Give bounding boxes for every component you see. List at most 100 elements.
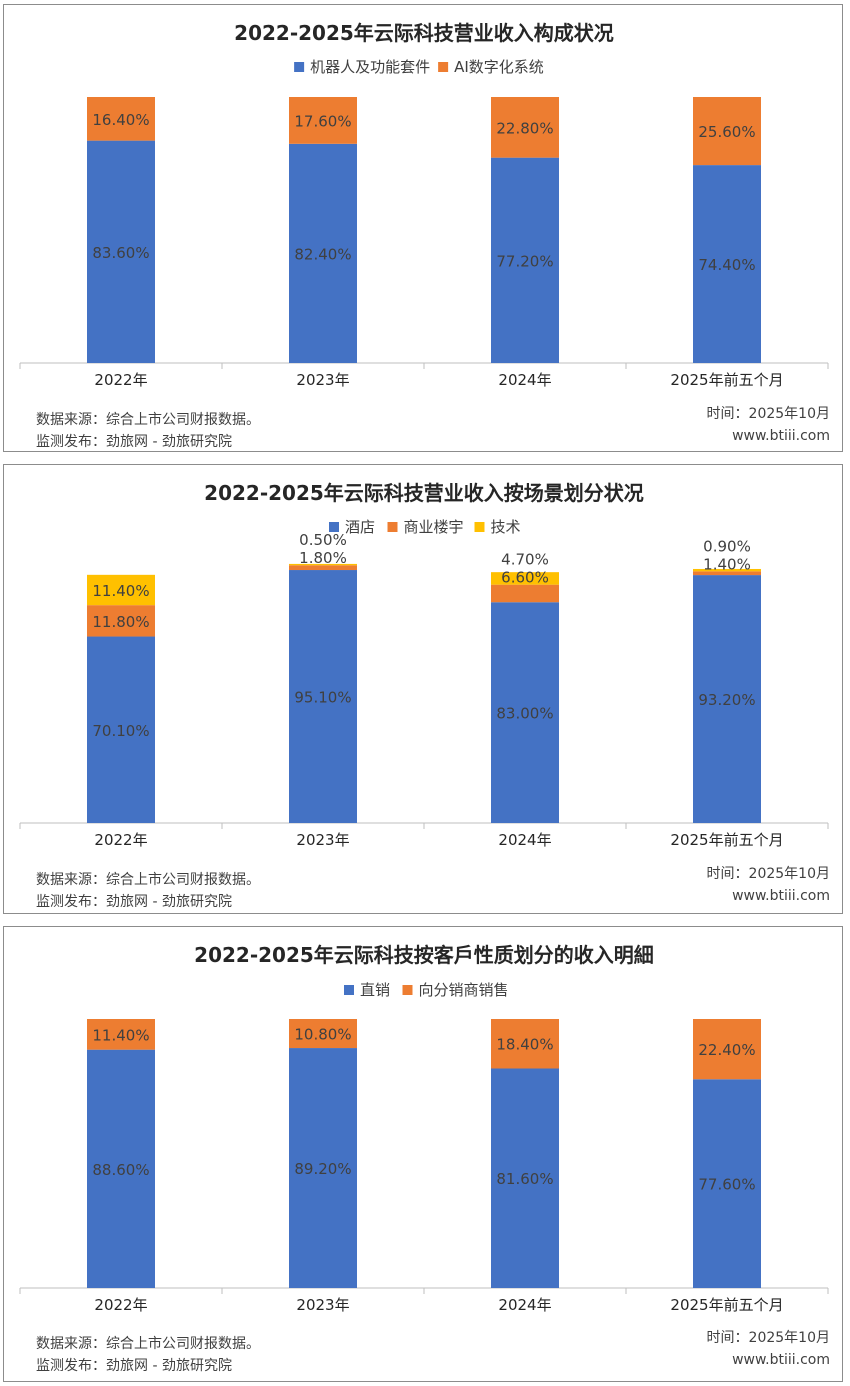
bar-segment-AI数字化系统	[289, 97, 357, 144]
legend-swatch-2	[387, 522, 398, 532]
bar-segment-直销	[491, 1068, 559, 1288]
legend-label-2: 向分销商销售	[419, 981, 509, 999]
legend-label-2: AI数字化系统	[454, 58, 544, 76]
chart-footer-right: 时间：2025年10月 www.btiii.com	[707, 403, 830, 447]
legend-swatch-3	[474, 522, 485, 532]
data-label: 83.00%	[496, 705, 553, 723]
data-label: 0.90%	[703, 537, 751, 555]
site-link[interactable]: www.btiii.com	[732, 888, 830, 904]
legend-swatch-2	[402, 985, 413, 995]
x-tick-label: 2024年	[498, 831, 551, 849]
bar-segment-商业楼宇	[289, 565, 357, 571]
data-label: 4.70%	[501, 551, 549, 569]
legend-label-2: 商业楼宇	[404, 518, 464, 536]
data-label: 17.60%	[294, 112, 351, 130]
chart-title: 2022-2025年云际科技营业收入构成状况	[234, 21, 614, 45]
bar-segment-机器人及功能套件	[289, 143, 357, 363]
chart-legend: 直销 向分销商销售	[344, 981, 509, 999]
data-source-text: 数据来源：综合上市公司财报数据。	[36, 1336, 260, 1352]
data-label: 18.40%	[496, 1036, 553, 1054]
publisher-text: 监测发布：劲旅网 - 劲旅研究院	[36, 894, 232, 910]
x-tick-label: 2022年	[94, 371, 147, 389]
x-tick-label: 2022年	[94, 831, 147, 849]
data-label: 88.60%	[92, 1161, 149, 1179]
x-tick-label: 2023年	[296, 1296, 349, 1314]
chart-footer-right: 时间：2025年10月 www.btiii.com	[707, 863, 830, 907]
chart-panel-revenue-composition: 2022-2025年云际科技营业收入构成状况机器人及功能套件 AI数字化系统 202…	[3, 4, 843, 452]
legend-label-3: 技术	[491, 518, 521, 536]
data-label: 74.40%	[698, 256, 755, 274]
bar-segment-酒店	[693, 575, 761, 823]
data-label: 10.80%	[294, 1026, 351, 1044]
bar-segment-机器人及功能套件	[87, 140, 155, 363]
x-tick-label: 2023年	[296, 371, 349, 389]
chart-footer-left: 数据来源：综合上市公司财报数据。 监测发布：劲旅网 - 劲旅研究院	[36, 1333, 260, 1377]
bar-segment-机器人及功能套件	[491, 157, 559, 363]
x-tick-label: 2025年前五个月	[670, 831, 783, 849]
bar-segment-直销	[87, 1049, 155, 1288]
data-label: 22.80%	[496, 119, 553, 137]
bar-segment-酒店	[491, 602, 559, 823]
x-tick-label: 2023年	[296, 831, 349, 849]
data-label: 83.60%	[92, 244, 149, 262]
bar-segment-商业楼宇	[491, 584, 559, 603]
site-link[interactable]: www.btiii.com	[732, 428, 830, 444]
data-source-text: 数据来源：综合上市公司财报数据。	[36, 872, 260, 888]
legend-label-1: 直销	[360, 981, 390, 999]
data-label: 82.40%	[294, 245, 351, 263]
bar-segment-技术	[289, 563, 357, 566]
chart-legend: 机器人及功能套件 AI数字化系统	[294, 58, 544, 76]
legend-label-1: 酒店	[345, 518, 375, 536]
bar-segment-直销	[693, 1079, 761, 1288]
data-label: 93.20%	[698, 691, 755, 709]
bar-segment-向分销商销售	[87, 1019, 155, 1050]
data-label: 0.50%	[299, 531, 347, 549]
data-label: 77.20%	[496, 252, 553, 270]
chart-legend: 酒店 商业楼宇 技术	[329, 518, 521, 536]
chart-panel-revenue-by-customer: 2022-2025年云际科技按客戶性质划分的收入明細 直销 向分销商销售 2022年 8…	[3, 926, 843, 1382]
publisher-text: 监测发布：劲旅网 - 劲旅研究院	[36, 434, 232, 450]
data-label: 1.40%	[703, 555, 751, 573]
bar-segment-技术	[87, 574, 155, 606]
x-tick-label: 2025年前五个月	[670, 1296, 783, 1314]
bar-segment-直销	[289, 1048, 357, 1288]
bar-segment-商业楼宇	[87, 605, 155, 637]
bar-segment-技术	[491, 572, 559, 585]
data-label: 6.60%	[501, 569, 549, 587]
x-tick-label: 2022年	[94, 1296, 147, 1314]
publisher-text: 监测发布：劲旅网 - 劲旅研究院	[36, 1358, 232, 1374]
data-label: 22.40%	[698, 1041, 755, 1059]
time-text: 时间：2025年10月	[706, 1330, 830, 1346]
time-text: 时间：2025年10月	[706, 406, 830, 422]
bar-segment-酒店	[87, 636, 155, 823]
bar-segment-AI数字化系统	[693, 97, 761, 166]
data-label: 70.10%	[92, 722, 149, 740]
data-label: 89.20%	[294, 1160, 351, 1178]
bar-segment-AI数字化系统	[87, 97, 155, 141]
time-text: 时间：2025年10月	[706, 866, 830, 882]
data-label: 16.40%	[92, 111, 149, 129]
legend-swatch-1	[294, 62, 305, 72]
bar-segment-技术	[693, 568, 761, 572]
bar-segment-机器人及功能套件	[693, 165, 761, 363]
data-label: 11.80%	[92, 613, 149, 631]
x-tick-label: 2024年	[498, 1296, 551, 1314]
legend-label-1: 机器人及功能套件	[310, 58, 430, 76]
chart-footer-left: 数据来源：综合上市公司财报数据。 监测发布：劲旅网 - 劲旅研究院	[36, 869, 260, 913]
chart-footer-right: 时间：2025年10月 www.btiii.com	[707, 1327, 830, 1371]
bar-segment-向分销商销售	[491, 1019, 559, 1069]
data-label: 1.80%	[299, 549, 347, 567]
chart-title: 2022-2025年云际科技营业收入按场景划分状况	[204, 481, 644, 505]
data-label: 95.10%	[294, 689, 351, 707]
data-source-text: 数据来源：综合上市公司财报数据。	[36, 412, 260, 428]
chart-footer-left: 数据来源：综合上市公司财报数据。 监测发布：劲旅网 - 劲旅研究院	[36, 409, 260, 453]
data-label: 25.60%	[698, 123, 755, 141]
x-tick-label: 2025年前五个月	[670, 371, 783, 389]
legend-swatch-1	[344, 985, 354, 995]
x-tick-label: 2024年	[498, 371, 551, 389]
legend-swatch-1	[329, 522, 339, 532]
site-link[interactable]: www.btiii.com	[732, 1352, 830, 1368]
